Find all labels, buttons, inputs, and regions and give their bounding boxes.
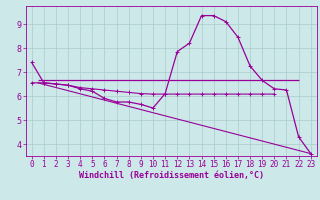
X-axis label: Windchill (Refroidissement éolien,°C): Windchill (Refroidissement éolien,°C) [79, 171, 264, 180]
